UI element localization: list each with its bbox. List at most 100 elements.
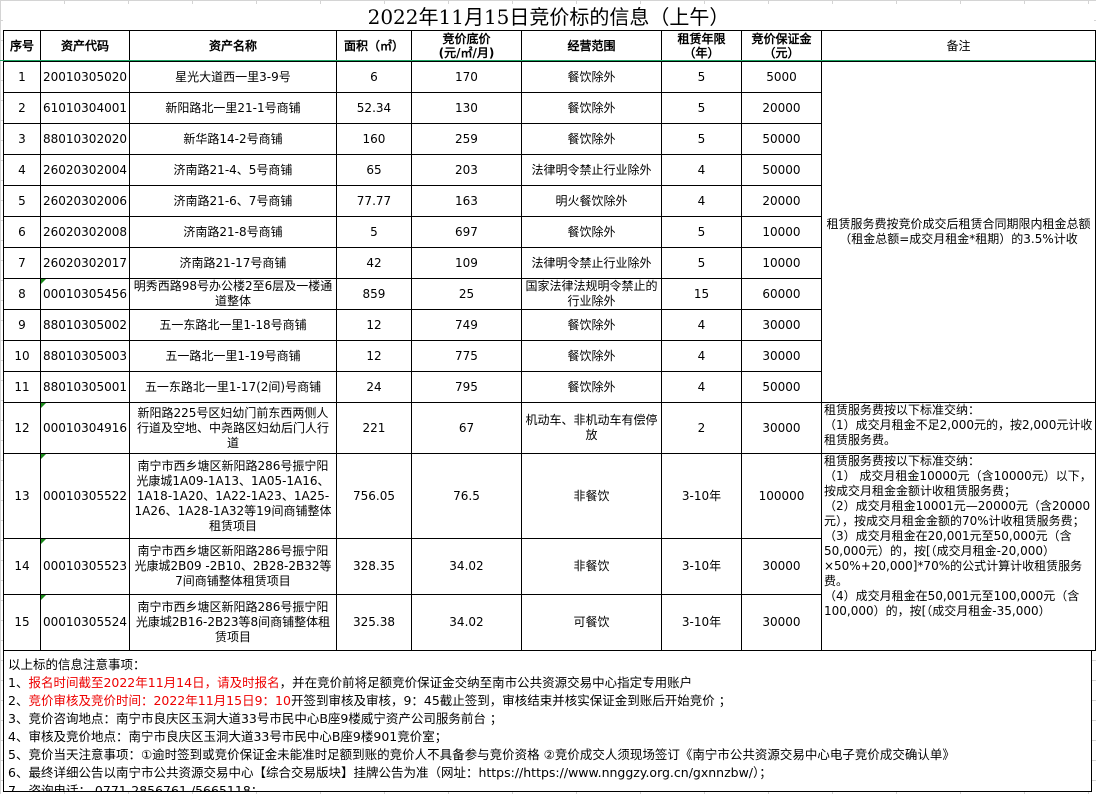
cell-asset-code[interactable]: 26020302006 (40, 185, 130, 217)
cell-seq[interactable]: 6 (3, 216, 41, 248)
cell-business-scope[interactable]: 餐饮除外 (520, 309, 662, 341)
cell-area[interactable]: 328.35 (335, 538, 412, 595)
cell-base-price[interactable]: 109 (410, 247, 522, 279)
cell-area[interactable]: 160 (335, 123, 412, 155)
cell-asset-code[interactable]: 61010304001 (40, 92, 130, 124)
cell-base-price[interactable]: 76.5 (410, 453, 522, 539)
cell-deposit[interactable]: 60000 (740, 278, 822, 310)
cell-seq[interactable]: 14 (3, 538, 41, 595)
cell-seq[interactable]: 8 (3, 278, 41, 310)
cell-base-price[interactable]: 795 (410, 371, 522, 403)
cell-deposit[interactable]: 30000 (740, 340, 822, 372)
cell-deposit[interactable]: 20000 (740, 92, 822, 124)
cell-lease-term[interactable]: 3-10年 (660, 453, 742, 539)
cell-asset-name[interactable]: 南宁市西乡塘区新阳路286号振宁阳光康城1A09-1A13、1A05-1A16、… (128, 453, 337, 539)
cell-deposit[interactable]: 30000 (740, 594, 822, 651)
cell-seq[interactable]: 9 (3, 309, 41, 341)
cell-business-scope[interactable]: 餐饮除外 (520, 61, 662, 93)
cell-area[interactable]: 756.05 (335, 453, 412, 539)
cell-base-price[interactable]: 25 (410, 278, 522, 310)
cell-seq[interactable]: 7 (3, 247, 41, 279)
cell-base-price[interactable]: 697 (410, 216, 522, 248)
cell-seq[interactable]: 12 (3, 402, 41, 454)
cell-business-scope[interactable]: 餐饮除外 (520, 371, 662, 403)
cell-asset-code[interactable]: 88010305003 (40, 340, 130, 372)
cell-deposit[interactable]: 50000 (740, 123, 822, 155)
cell-lease-term[interactable]: 5 (660, 61, 742, 93)
cell-area[interactable]: 42 (335, 247, 412, 279)
cell-asset-code[interactable]: 00010305522 (40, 453, 130, 539)
cell-asset-name[interactable]: 南宁市西乡塘区新阳路286号振宁阳光康城2B16-2B23等8间商铺整体租赁项目 (128, 594, 337, 651)
cell-base-price[interactable]: 259 (410, 123, 522, 155)
cell-seq[interactable]: 1 (3, 61, 41, 93)
column-header-deposit[interactable]: 竞价保证金 （元） (740, 30, 822, 62)
cell-asset-name[interactable]: 济南路21-6、7号商铺 (128, 185, 337, 217)
column-header-remarks[interactable]: 备注 (820, 30, 1096, 62)
cell-asset-code[interactable]: 26020302017 (40, 247, 130, 279)
cell-area[interactable]: 77.77 (335, 185, 412, 217)
cell-asset-code[interactable]: 26020302008 (40, 216, 130, 248)
cell-asset-name[interactable]: 济南路21-17号商铺 (128, 247, 337, 279)
cell-asset-name[interactable]: 南宁市西乡塘区新阳路286号振宁阳光康城2B09 -2B10、2B28-2B32… (128, 538, 337, 595)
cell-deposit[interactable]: 30000 (740, 538, 822, 595)
cell-business-scope[interactable]: 法律明令禁止行业除外 (520, 154, 662, 186)
cell-seq[interactable]: 13 (3, 453, 41, 539)
cell-deposit[interactable]: 100000 (740, 453, 822, 539)
cell-remark-row-12[interactable]: 租赁服务费按以下标准交纳： （1）成交月租金不足2,000元的，按2,000元计… (820, 402, 1096, 454)
cell-business-scope[interactable]: 餐饮除外 (520, 123, 662, 155)
cell-lease-term[interactable]: 3-10年 (660, 594, 742, 651)
cell-deposit[interactable]: 10000 (740, 216, 822, 248)
cell-business-scope[interactable]: 非餐饮 (520, 538, 662, 595)
notes-section[interactable]: 以上标的信息注意事项： 1、报名时间截至2022年11月14日，请及时报名，并在… (3, 650, 1092, 792)
cell-area[interactable]: 24 (335, 371, 412, 403)
cell-asset-code[interactable]: 88010305002 (40, 309, 130, 341)
cell-base-price[interactable]: 203 (410, 154, 522, 186)
cell-asset-code[interactable]: 26020302004 (40, 154, 130, 186)
cell-seq[interactable]: 15 (3, 594, 41, 651)
cell-deposit[interactable]: 50000 (740, 371, 822, 403)
cell-seq[interactable]: 4 (3, 154, 41, 186)
cell-asset-code[interactable]: 20010305020 (40, 61, 130, 93)
cell-asset-code[interactable]: 88010302020 (40, 123, 130, 155)
cell-area[interactable]: 65 (335, 154, 412, 186)
cell-base-price[interactable]: 67 (410, 402, 522, 454)
cell-area[interactable]: 859 (335, 278, 412, 310)
column-header-lease-term[interactable]: 租赁年限 （年） (660, 30, 742, 62)
cell-area[interactable]: 52.34 (335, 92, 412, 124)
cell-asset-code[interactable]: 00010305456 (40, 278, 130, 310)
cell-area[interactable]: 12 (335, 309, 412, 341)
column-header-business-scope[interactable]: 经营范围 (520, 30, 662, 62)
cell-asset-code[interactable]: 88010305001 (40, 371, 130, 403)
cell-area[interactable]: 325.38 (335, 594, 412, 651)
cell-area[interactable]: 221 (335, 402, 412, 454)
cell-deposit[interactable]: 20000 (740, 185, 822, 217)
cell-asset-name[interactable]: 星光大道西一里3-9号 (128, 61, 337, 93)
cell-remark-rows-1-11[interactable]: 租赁服务费按竞价成交后租赁合同期限内租金总额（租金总额=成交月租金*租期）的3.… (820, 61, 1096, 403)
cell-lease-term[interactable]: 2 (660, 402, 742, 454)
cell-deposit[interactable]: 5000 (740, 61, 822, 93)
cell-business-scope[interactable]: 餐饮除外 (520, 92, 662, 124)
cell-seq[interactable]: 5 (3, 185, 41, 217)
cell-business-scope[interactable]: 餐饮除外 (520, 340, 662, 372)
cell-lease-term[interactable]: 5 (660, 123, 742, 155)
cell-lease-term[interactable]: 15 (660, 278, 742, 310)
cell-asset-name[interactable]: 新华路14-2号商铺 (128, 123, 337, 155)
cell-business-scope[interactable]: 法律明令禁止行业除外 (520, 247, 662, 279)
cell-lease-term[interactable]: 4 (660, 154, 742, 186)
cell-business-scope[interactable]: 可餐饮 (520, 594, 662, 651)
cell-asset-name[interactable]: 新阳路北一里21-1号商铺 (128, 92, 337, 124)
cell-business-scope[interactable]: 非餐饮 (520, 453, 662, 539)
cell-remark-rows-13-15[interactable]: 租赁服务费按以下标准交纳： （1） 成交月租金10000元（含10000元）以下… (820, 453, 1096, 651)
cell-seq[interactable]: 11 (3, 371, 41, 403)
column-header-asset-code[interactable]: 资产代码 (40, 30, 130, 62)
cell-business-scope[interactable]: 餐饮除外 (520, 216, 662, 248)
column-header-area[interactable]: 面积（㎡） (335, 30, 412, 62)
cell-base-price[interactable]: 130 (410, 92, 522, 124)
cell-lease-term[interactable]: 4 (660, 309, 742, 341)
cell-lease-term[interactable]: 5 (660, 247, 742, 279)
column-header-seq[interactable]: 序号 (3, 30, 41, 62)
cell-base-price[interactable]: 34.02 (410, 594, 522, 651)
cell-asset-code[interactable]: 00010305524 (40, 594, 130, 651)
cell-base-price[interactable]: 775 (410, 340, 522, 372)
cell-asset-code[interactable]: 00010304916 (40, 402, 130, 454)
